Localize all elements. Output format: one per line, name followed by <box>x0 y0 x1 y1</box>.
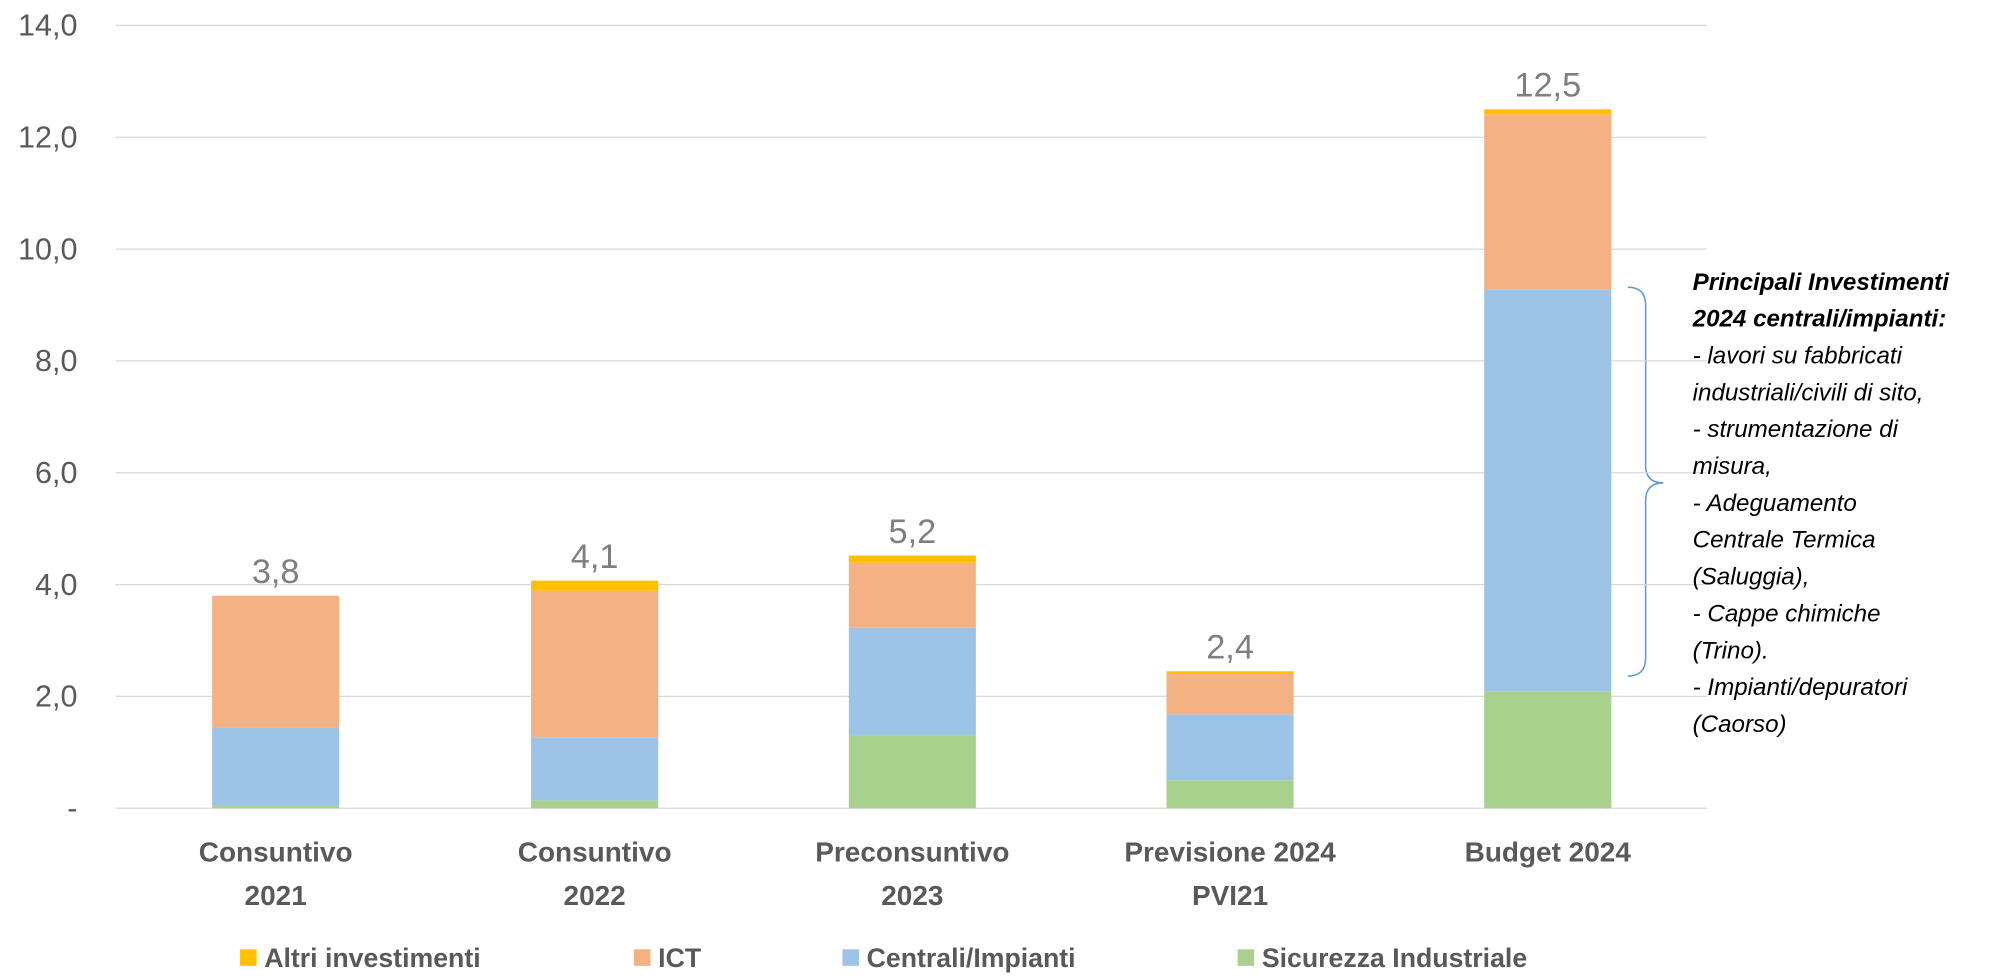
y-tick-label: 12,0 <box>18 120 77 154</box>
bar-segment <box>848 735 976 809</box>
legend-swatch <box>240 949 257 966</box>
x-tick-wrap: Consuntivo 2022 <box>517 836 672 912</box>
x-tick-label: Previsione 2024 PVI21 <box>1124 836 1336 912</box>
bar-segment <box>531 580 659 591</box>
x-tick-wrap: Preconsuntivo 2023 <box>815 836 1010 912</box>
bar-segment <box>1166 671 1294 674</box>
y-tick-label: 14,0 <box>18 9 77 43</box>
x-tick-label: Consuntivo 2022 <box>517 836 672 912</box>
total-label: 4,1 <box>571 538 619 576</box>
bar-segment <box>212 727 340 806</box>
annotation: Principali Investimenti 2024 centrali/im… <box>1693 264 1994 743</box>
y-tick-label: 2,0 <box>35 680 77 714</box>
legend-swatch <box>634 949 651 966</box>
bar-segment <box>1484 691 1612 809</box>
bar-segment <box>1484 114 1612 290</box>
annotation-item: - Adeguamento Centrale Termica (Saluggia… <box>1692 490 1876 591</box>
x-tick-label: Budget 2024 <box>1464 836 1631 868</box>
bar-segment <box>1166 780 1294 809</box>
annotation-item: - Cappe chimiche (Trino). <box>1692 601 1881 665</box>
bar-segment <box>1166 714 1294 781</box>
y-tick-label: - <box>67 791 77 825</box>
y-tick-label: 4,0 <box>35 568 77 602</box>
y-tick-label: 6,0 <box>35 456 77 490</box>
total-label: 3,8 <box>252 553 300 591</box>
y-tick-label: 8,0 <box>35 344 77 378</box>
x-tick-wrap: Consuntivo 2021 <box>198 836 353 912</box>
annotation-title: Principali Investimenti 2024 centrali/im… <box>1692 269 1949 333</box>
total-label: 12,5 <box>1514 67 1581 105</box>
bar-segment <box>848 562 976 628</box>
bar-segment <box>531 737 659 801</box>
bar-segment <box>1484 109 1612 115</box>
bar-segment <box>848 627 976 736</box>
bar-segment <box>531 800 659 809</box>
legend-label: Centrali/Impianti <box>867 943 1076 973</box>
x-tick-wrap: Budget 2024 <box>1464 836 1631 868</box>
bar-segment <box>212 805 340 809</box>
legend-label: Sicurezza Industriale <box>1262 943 1527 973</box>
x-tick-label: Preconsuntivo 2023 <box>815 836 1010 912</box>
legend-label: ICT <box>658 943 701 973</box>
annotation-item: - strumentazione di misura, <box>1692 416 1898 481</box>
x-tick-label: Consuntivo 2021 <box>198 836 353 912</box>
annotation-item: - lavori su fabbricati industriali/civil… <box>1692 343 1924 407</box>
legend-label: Altri investimenti <box>264 943 480 973</box>
bar-segment <box>212 595 340 728</box>
total-label: 5,2 <box>889 513 937 551</box>
bar-segment <box>1484 289 1612 692</box>
legend-swatch <box>1237 949 1255 966</box>
annotation-item: - Impianti/depuratori (Caorso) <box>1692 674 1908 739</box>
x-tick-wrap: Previsione 2024 PVI21 <box>1124 836 1336 912</box>
y-tick-label: 10,0 <box>18 232 77 266</box>
annotation-wrap: Principali Investimenti 2024 centrali/im… <box>1693 264 1994 743</box>
brace <box>1627 286 1664 677</box>
total-label: 2,4 <box>1206 629 1254 667</box>
legend-swatch <box>842 949 859 966</box>
bar-segment <box>1166 673 1294 715</box>
bar-segment <box>848 555 976 563</box>
bar-segment <box>531 590 659 738</box>
